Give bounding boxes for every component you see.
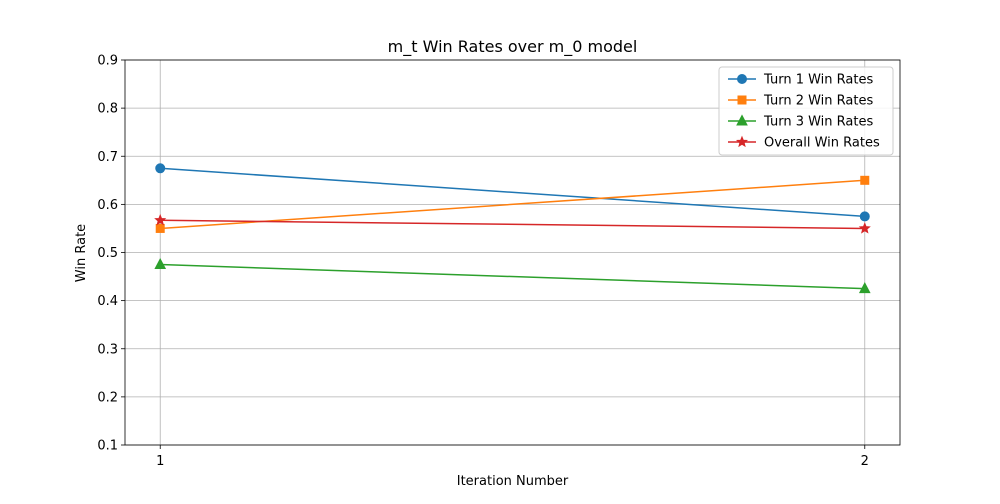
y-tick-label: 0.1 — [97, 439, 118, 454]
data-point — [155, 163, 166, 174]
y-tick-label: 0.7 — [97, 150, 118, 165]
series-4 — [154, 213, 871, 234]
legend-box — [718, 66, 894, 156]
y-tick-label: 0.6 — [97, 198, 118, 213]
legend-label: Turn 3 Win Rates — [763, 115, 873, 130]
legend-label: Turn 2 Win Rates — [763, 94, 873, 109]
series-3 — [154, 257, 871, 294]
axes: 0.1 0.2 0.3 0.4 0.5 0.6 0.7 0.8 0.9 1 2 — [97, 54, 901, 469]
series-group — [154, 163, 871, 294]
legend-label: Turn 1 Win Rates — [763, 73, 873, 88]
plot-frame — [124, 59, 901, 446]
legend-marker — [736, 114, 748, 126]
series-line — [160, 263, 865, 290]
y-axis-label: Win Rate — [74, 224, 89, 282]
y-tick-label: 0.8 — [97, 102, 118, 117]
chart-title: m_t Win Rates over m_0 model — [388, 37, 638, 57]
y-tick-label: 0.9 — [97, 54, 118, 69]
legend-item: Turn 1 Win Rates — [728, 73, 873, 88]
legend-marker — [735, 135, 749, 148]
series-2 — [155, 175, 870, 233]
x-tick-label: 1 — [156, 454, 164, 469]
data-point — [858, 282, 871, 294]
data-point — [154, 257, 167, 270]
data-point — [154, 213, 167, 226]
y-tick-label: 0.3 — [97, 342, 118, 357]
x-tick-label: 2 — [861, 454, 869, 469]
legend-marker — [737, 74, 747, 84]
data-point — [860, 175, 870, 185]
legend: Turn 1 Win Rates Turn 2 Win Rates Turn 3 W… — [718, 66, 894, 156]
y-tick-label: 0.5 — [97, 246, 118, 261]
legend-label: Overall Win Rates — [764, 136, 880, 151]
y-tick-label: 0.2 — [97, 390, 118, 405]
legend-item: Overall Win Rates — [728, 136, 880, 151]
legend-marker — [737, 95, 747, 105]
series-1 — [155, 163, 870, 222]
data-point — [858, 222, 871, 234]
data-point — [155, 223, 165, 233]
series-line — [160, 179, 865, 230]
x-axis-label: Iteration Number — [457, 474, 569, 489]
series-line — [160, 167, 865, 218]
data-point — [859, 211, 870, 222]
legend-item: Turn 2 Win Rates — [728, 94, 873, 109]
y-tick-label: 0.4 — [97, 294, 118, 309]
series-line — [160, 219, 865, 230]
legend-item: Turn 3 Win Rates — [728, 114, 873, 130]
